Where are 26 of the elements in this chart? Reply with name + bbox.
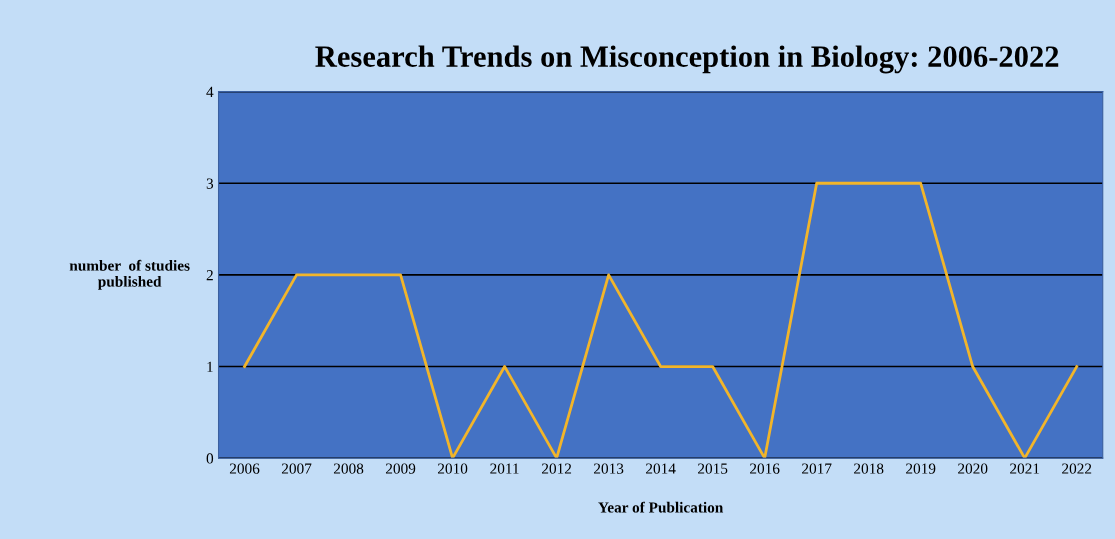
x-tick-label: 2010 — [437, 463, 468, 474]
x-tick-label: 2011 — [490, 463, 519, 474]
x-tick-label: 2007 — [281, 463, 312, 474]
x-tick-label: 2020 — [958, 463, 988, 474]
y-tick-label: 2 — [206, 270, 213, 281]
x-tick-label: 2018 — [854, 463, 884, 474]
x-tick-label: 2014 — [646, 463, 676, 474]
x-tick-label: 2009 — [385, 463, 416, 474]
y-tick-label: 0 — [206, 453, 214, 464]
line-series — [243, 181, 1079, 459]
x-tick-label: 2008 — [333, 463, 364, 474]
x-tick-label: 2015 — [698, 463, 728, 474]
x-tick-label: 2013 — [594, 463, 624, 474]
y-axis-title: number of studies published — [69, 259, 190, 290]
y-tick-label: 4 — [206, 86, 214, 97]
x-tick-label: 2006 — [229, 463, 260, 474]
x-tick-label: 2022 — [1062, 463, 1092, 474]
x-tick-label: 2012 — [542, 463, 572, 474]
x-tick-label: 2017 — [802, 463, 832, 474]
x-tick-label: 2016 — [750, 463, 780, 474]
chart-title: Research Trends on Misconception in Biology: 2006-2022 — [315, 45, 1059, 74]
y-tick-label: 3 — [206, 178, 214, 189]
x-tick-label: 2019 — [906, 463, 936, 474]
y-tick-label: 1 — [207, 361, 213, 372]
x-axis-title: Year of Publication — [598, 501, 724, 513]
x-tick-label: 2021 — [1010, 463, 1040, 474]
